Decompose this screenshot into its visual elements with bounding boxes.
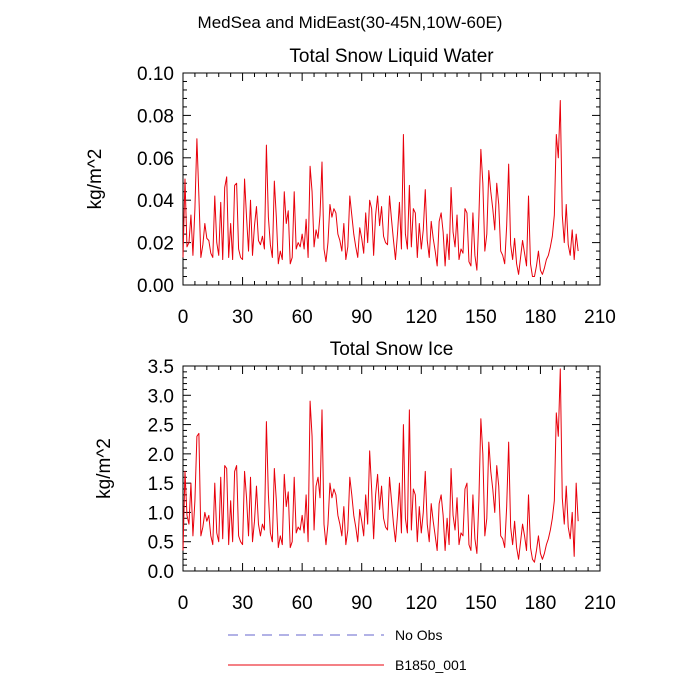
- x-tick-label: 60: [292, 307, 313, 328]
- plot-frame: [182, 365, 601, 572]
- plot-frame: [182, 72, 601, 286]
- figure-title: MedSea and MidEast(30-45N,10W-60E): [198, 13, 503, 32]
- y-tick-label: 0.0: [148, 562, 174, 583]
- y-tick-label: 0.10: [137, 64, 174, 85]
- y-tick-label: 0.02: [137, 234, 174, 255]
- x-tick-label: 150: [465, 307, 497, 328]
- x-tick-label: 60: [292, 593, 313, 614]
- y-tick-label: 0.5: [148, 533, 174, 554]
- chart-title: Total Snow Liquid Water: [289, 46, 494, 67]
- y-tick-label: 3.0: [148, 386, 174, 407]
- x-tick-label: 0: [178, 307, 189, 328]
- x-tick-label: 0: [178, 593, 189, 614]
- panel-snow-ice: Total Snow Ice 0 30 60 90 120 150 180 210 0.0 0.5 1…: [94, 339, 616, 614]
- x-tick-label: 30: [232, 307, 253, 328]
- x-tick-label: 150: [465, 593, 497, 614]
- x-tick-label: 120: [405, 593, 437, 614]
- x-tick-label: 180: [525, 307, 557, 328]
- y-tick-label: 2.0: [148, 445, 174, 466]
- y-axis-label: kg/m^2: [85, 149, 106, 210]
- series-line-b1850-001: [182, 100, 579, 278]
- y-tick-label: 1.0: [148, 503, 174, 524]
- x-tick-label: 210: [584, 307, 616, 328]
- legend-label-b1850: B1850_001: [395, 657, 467, 673]
- y-tick-label: 0.04: [137, 191, 174, 212]
- y-tick-label: 0.08: [137, 106, 174, 127]
- x-tick-label: 120: [405, 307, 437, 328]
- chart-title: Total Snow Ice: [330, 339, 454, 360]
- x-tick-label: 30: [232, 593, 253, 614]
- y-tick-label: 2.5: [148, 416, 174, 437]
- panel-snow-liquid-water: Total Snow Liquid Water 0 30 60 90 120 150 180 2…: [85, 46, 616, 328]
- x-tick-label: 180: [525, 593, 557, 614]
- y-tick-label: 3.5: [148, 357, 174, 378]
- y-tick-label: 0.06: [137, 149, 174, 170]
- x-tick-label: 90: [351, 593, 372, 614]
- y-axis-label: kg/m^2: [94, 438, 115, 499]
- y-tick-label: 0.00: [137, 276, 174, 297]
- legend-label-no-obs: No Obs: [395, 627, 442, 643]
- series-line-b1850-001: [182, 368, 579, 563]
- legend: No Obs B1850_001: [228, 627, 467, 673]
- x-tick-label: 210: [584, 593, 616, 614]
- y-tick-label: 1.5: [148, 474, 174, 495]
- x-tick-label: 90: [351, 307, 372, 328]
